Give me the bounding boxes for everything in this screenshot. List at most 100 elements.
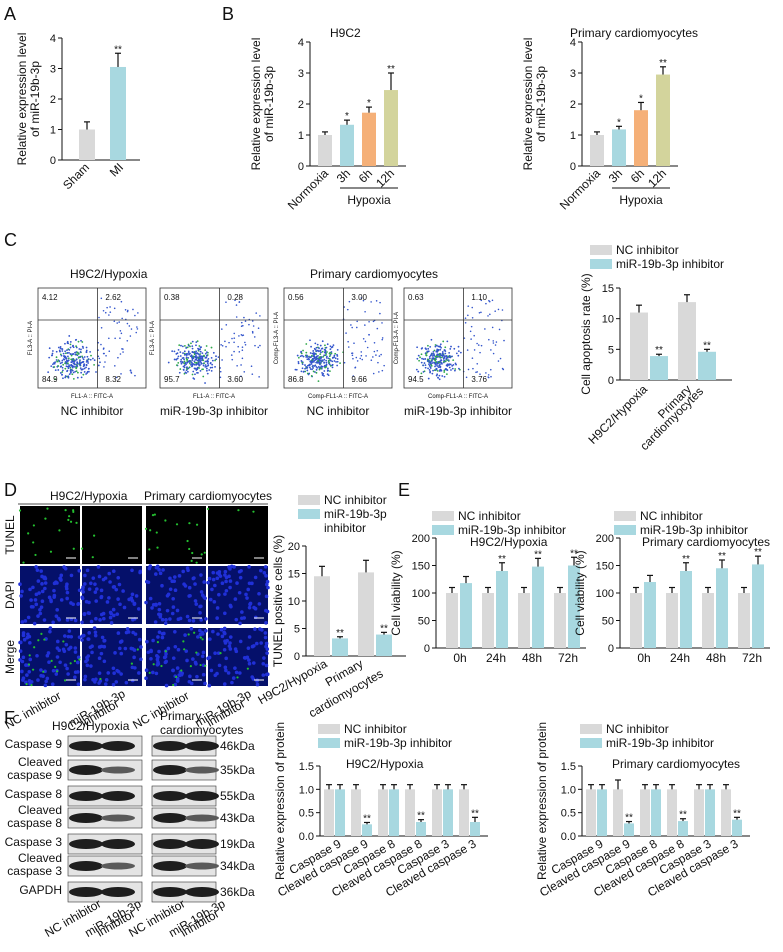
flow-dot [98, 357, 101, 360]
nucleus [216, 651, 221, 655]
band [153, 887, 187, 897]
tunel-dot [40, 632, 43, 635]
flow-dot [315, 371, 318, 374]
micrograph-bg [82, 506, 142, 564]
x-tick-label: 6h [628, 166, 647, 185]
nucleus [18, 649, 23, 653]
flow-dot [184, 362, 187, 364]
flow-dot [70, 354, 73, 357]
nucleus [212, 600, 217, 604]
y-tick-label: 15 [602, 283, 614, 295]
legend-label: NC inhibitor [344, 722, 407, 736]
flow-dot [475, 371, 477, 374]
flow-dot [497, 360, 500, 362]
image-title: Primary cardiomyocytes [144, 489, 272, 503]
bar [518, 593, 530, 648]
flow-dot [113, 320, 116, 323]
flow-dot [203, 362, 206, 365]
flow-dot [485, 372, 487, 374]
flow-dot [58, 360, 61, 362]
flow-dot [492, 342, 495, 344]
flow-dot [235, 304, 238, 306]
flow-dot [74, 363, 76, 366]
flow-dot [54, 378, 57, 381]
flow-dot [244, 341, 246, 344]
panel-letter-C: C [4, 230, 17, 250]
band [69, 861, 103, 871]
band [185, 862, 219, 870]
nucleus [259, 641, 263, 645]
blot-strip [67, 785, 143, 807]
flow-dot [347, 346, 350, 348]
nucleus [164, 652, 168, 656]
nucleus [193, 582, 197, 586]
nucleus [40, 589, 45, 594]
flow-dot [435, 344, 438, 347]
flow-dot [325, 364, 328, 367]
flow-dot [202, 375, 205, 378]
flow-dot [77, 353, 80, 355]
flow-dot [244, 343, 247, 346]
flow-dot [299, 355, 302, 358]
flow-dot [114, 337, 116, 340]
nucleus [168, 587, 173, 592]
y-tick-label: 1 [298, 130, 304, 142]
nucleus [57, 648, 62, 653]
nucleus [246, 646, 251, 650]
flow-dot [57, 369, 60, 371]
flow-dot [183, 353, 186, 356]
bar [597, 789, 607, 836]
nucleus [93, 630, 98, 635]
flow-dot [253, 336, 256, 338]
flow-dot [167, 361, 170, 364]
flow-dot [436, 369, 439, 372]
flow-dot [304, 367, 306, 370]
flow-x-label: Comp-FL1-A :: FITC-A [428, 394, 488, 400]
flow-dot [300, 352, 303, 355]
image-title: H9C2/Hypoxia [50, 489, 128, 503]
tunel-dot [69, 520, 73, 523]
bar [752, 564, 764, 648]
flow-dot [183, 366, 186, 369]
tunel-dot [252, 510, 255, 513]
nucleus [223, 569, 228, 574]
tunel-dot [152, 663, 155, 666]
tunel-dot [195, 651, 198, 654]
nucleus [112, 585, 117, 589]
flow-dot [453, 347, 456, 350]
flow-dot [82, 373, 85, 376]
nucleus [45, 676, 50, 681]
nucleus [160, 583, 164, 588]
flow-dot [205, 345, 208, 347]
nucleus [151, 670, 155, 675]
nucleus [229, 604, 233, 609]
flow-dot [79, 362, 82, 365]
nucleus [81, 585, 85, 590]
flow-dot [321, 374, 324, 376]
y-tick-label: 10 [602, 314, 614, 326]
flow-dot [54, 369, 57, 372]
flow-dot [372, 372, 375, 375]
y-axis-label: Cell viability (%) [573, 550, 587, 635]
bar [650, 356, 668, 380]
bar [586, 789, 596, 836]
significance-mark: ** [703, 340, 711, 351]
flow-dot [120, 332, 123, 335]
nucleus [59, 573, 64, 578]
flow-dot [325, 356, 328, 359]
tunel-dot [164, 519, 167, 522]
nucleus [97, 671, 102, 675]
flow-dot [302, 349, 304, 352]
bar [630, 312, 648, 380]
flow-dot [185, 353, 188, 355]
tunel-dot [67, 518, 70, 521]
band-label: Cleaved [18, 803, 62, 817]
nucleus [102, 644, 107, 649]
nucleus [124, 680, 129, 685]
flow-dot [449, 363, 452, 366]
flow-dot [137, 312, 139, 314]
flow-dot [237, 345, 239, 348]
flow-dot [366, 346, 369, 349]
flow-dot [487, 315, 489, 317]
flow-dot [128, 325, 131, 327]
